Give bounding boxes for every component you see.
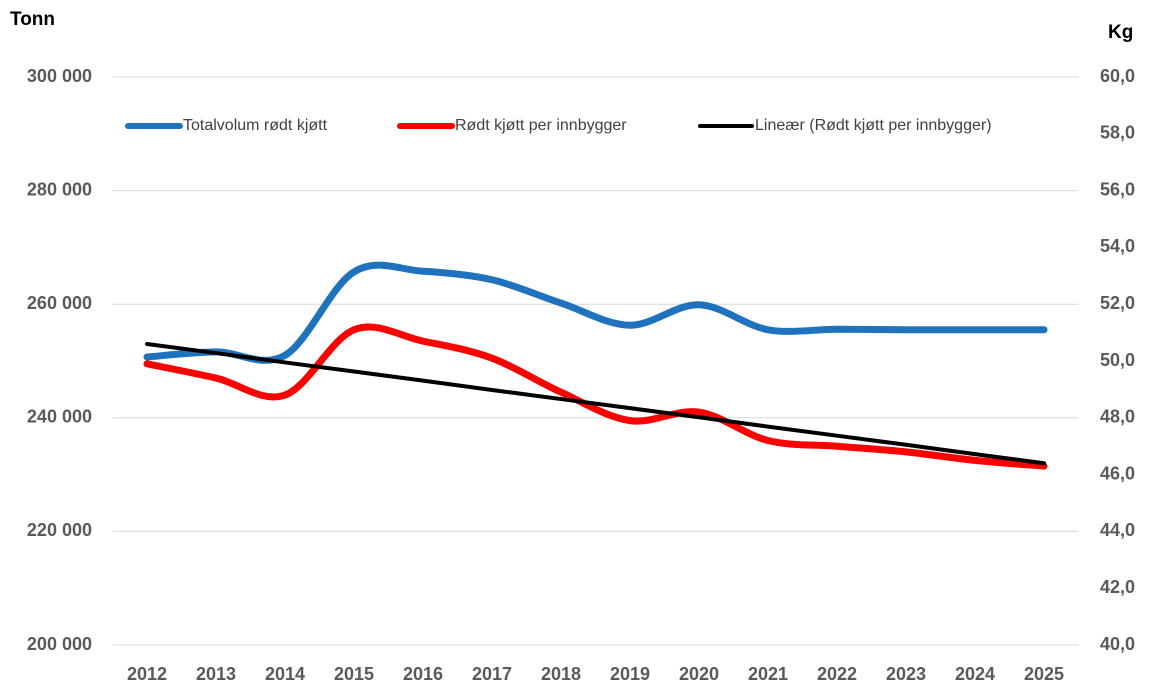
x-tick-label: 2019	[610, 664, 650, 684]
x-tick-label: 2025	[1024, 664, 1064, 684]
y-tick-label: 240 000	[27, 407, 92, 427]
x-tick-label: 2017	[472, 664, 512, 684]
y2-tick-label: 46,0	[1100, 463, 1135, 483]
y2-tick-label: 54,0	[1100, 236, 1135, 256]
x-tick-label: 2014	[265, 664, 305, 684]
y2-tick-label: 56,0	[1100, 179, 1135, 199]
y2-tick-label: 48,0	[1100, 407, 1135, 427]
line-series	[143, 323, 1048, 470]
y2-tick-label: 52,0	[1100, 293, 1135, 313]
x-tick-label: 2020	[679, 664, 719, 684]
x-tick-label: 2018	[541, 664, 581, 684]
x-tick-label: 2024	[955, 664, 995, 684]
y-tick-label: 220 000	[27, 520, 92, 540]
x-tick-label: 2016	[403, 664, 443, 684]
x-tick-label: 2012	[127, 664, 167, 684]
y2-tick-label: 60,0	[1100, 66, 1135, 86]
y2-tick-label: 58,0	[1100, 123, 1135, 143]
x-tick-label: 2013	[196, 664, 236, 684]
x-tick-label: 2023	[886, 664, 926, 684]
legend-label: Lineær (Rødt kjøtt per innbygger)	[755, 117, 992, 134]
line-series	[143, 261, 1048, 364]
y2-tick-label: 40,0	[1100, 634, 1135, 654]
line-series	[145, 341, 1046, 466]
y2-tick-label: 44,0	[1100, 520, 1135, 540]
y-tick-label: 300 000	[27, 66, 92, 86]
y-tick-label: 260 000	[27, 293, 92, 313]
y-axis-title: Tonn	[10, 9, 55, 30]
x-tick-label: 2021	[748, 664, 788, 684]
x-tick-label: 2022	[817, 664, 857, 684]
y2-tick-label: 42,0	[1100, 577, 1135, 597]
x-tick-label: 2015	[334, 664, 374, 684]
y-tick-label: 200 000	[27, 634, 92, 654]
y2-axis-title: Kg	[1108, 22, 1133, 43]
legend-label: Totalvolum rødt kjøtt	[183, 117, 328, 134]
y-tick-label: 280 000	[27, 179, 92, 199]
y2-tick-label: 50,0	[1100, 350, 1135, 370]
legend-label: Rødt kjøtt per innbygger	[455, 117, 627, 134]
